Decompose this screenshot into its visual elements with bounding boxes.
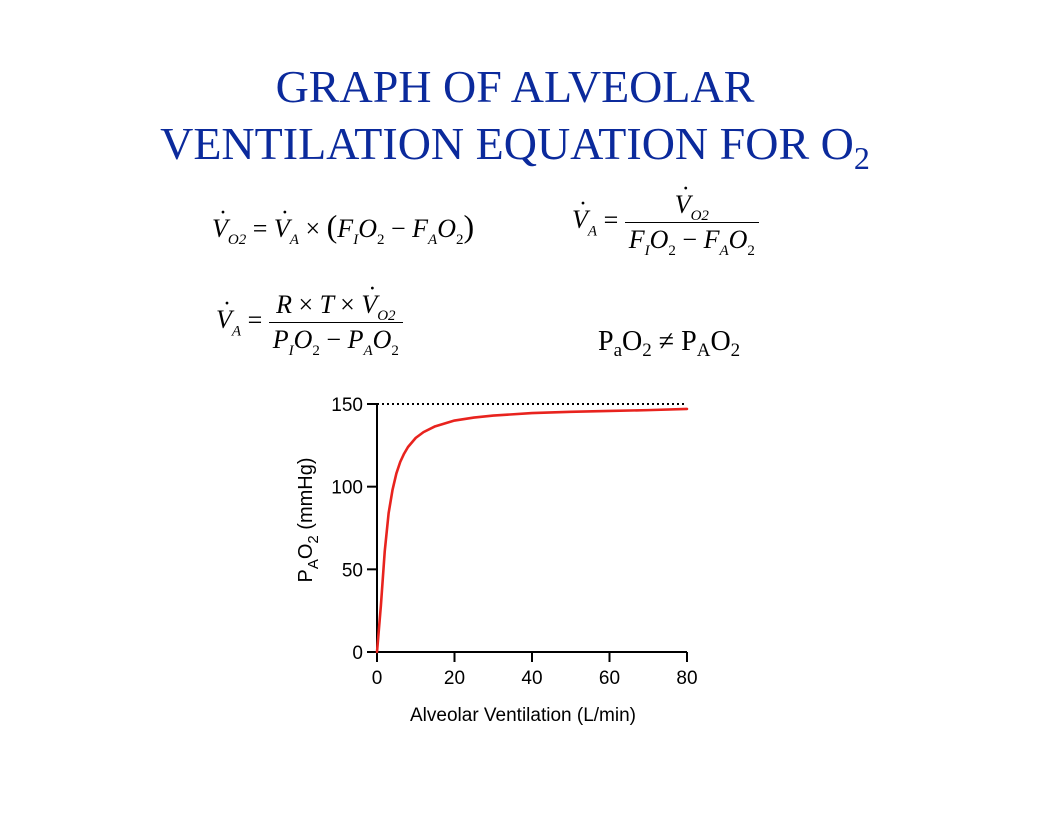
right-paren: ) <box>463 208 475 244</box>
fa-symbol: F <box>703 225 720 254</box>
o2-subscript: 2 <box>455 232 464 248</box>
slide-title: GRAPH OF ALVEOLAR VENTILATION EQUATION F… <box>0 58 1030 174</box>
fa-subscript: A <box>428 232 438 248</box>
pi-symbol: P <box>272 325 289 354</box>
equation-va-fractions: VA = VO2 FIO2 − FAO2 <box>572 176 759 259</box>
title-line-2-text: VENTILATION EQUATION FOR O <box>160 118 854 169</box>
fi-symbol: F <box>337 214 354 243</box>
arterial-subscript: a <box>613 340 623 361</box>
vo2-symbol: V <box>361 276 377 320</box>
o2-symbol: O <box>372 325 392 354</box>
x-tick-label: 60 <box>599 668 620 689</box>
y-label-o: O <box>295 544 317 560</box>
o2-subscript: 2 <box>730 340 741 361</box>
y-label-p: P <box>295 569 317 582</box>
arterial-alveolar-inequality: PaO2 ≠ PAO2 <box>598 326 741 361</box>
denominator: FIO2 − FAO2 <box>625 223 759 259</box>
times-sign: × <box>298 290 314 319</box>
equation-va-pressures: VA = R × T × VO2 PIO2 − PAO2 <box>216 276 403 359</box>
x-tick-label: 80 <box>676 668 697 689</box>
pa-alveolar-symbol: P <box>681 326 697 357</box>
o-symbol: O <box>293 325 313 354</box>
title-line-1: GRAPH OF ALVEOLAR <box>275 61 755 112</box>
fraction: VO2 FIO2 − FAO2 <box>624 176 759 259</box>
times-sign-2: × <box>340 290 355 319</box>
va-subscript: A <box>587 223 598 240</box>
vo2-subscript: O2 <box>377 308 396 324</box>
r-symbol: R <box>276 290 292 319</box>
alveolar-subscript: A <box>696 340 711 361</box>
o2-symbol: O <box>437 214 456 243</box>
o2-symbol: O <box>728 225 748 254</box>
vo2-symbol: V <box>675 176 691 220</box>
y-axis-label: PAO2 (mmHg) <box>295 457 322 582</box>
minus-sign: − <box>390 214 406 243</box>
y-label-p-sub: A <box>305 559 322 569</box>
y-label-o-sub: 2 <box>305 535 322 543</box>
y-tick-label: 50 <box>342 560 363 581</box>
va-symbol: V <box>216 291 232 335</box>
title-subscript: 2 <box>853 140 870 176</box>
vo2-symbol: V <box>212 200 228 244</box>
series-layer <box>375 403 689 654</box>
va-symbol: V <box>572 191 588 235</box>
fa-symbol: F <box>412 214 429 243</box>
y-tick-label: 100 <box>331 478 363 499</box>
equals-sign: = <box>247 305 263 335</box>
pa-arterial-symbol: P <box>598 326 614 357</box>
y-tick-label: 150 <box>331 395 363 416</box>
y-tick-label: 0 <box>352 643 363 664</box>
not-equal-sign: ≠ <box>658 326 675 357</box>
alveolar-po2-chart: 0 20 40 60 80 0 50 100 150 Alveolar Ventilation… <box>295 395 698 726</box>
va-subscript: A <box>231 323 242 340</box>
o-subscript: 2 <box>312 343 320 359</box>
o2-subscript: 2 <box>391 343 399 359</box>
title-line-2: VENTILATION EQUATION FOR O2 <box>0 115 1030 174</box>
chart-axes <box>376 404 687 653</box>
y-label-unit: (mmHg) <box>295 457 317 535</box>
minus-sign: − <box>682 225 698 254</box>
x-tick-label: 0 <box>372 668 383 689</box>
t-symbol: T <box>319 290 334 319</box>
denominator: PIO2 − PAO2 <box>269 323 403 359</box>
x-ticks: 0 20 40 60 80 <box>372 652 698 689</box>
o-subscript: 2 <box>642 340 652 361</box>
x-tick-label: 20 <box>444 668 465 689</box>
pa-subscript: A <box>363 343 373 359</box>
fi-subscript: I <box>644 243 650 259</box>
times-sign: × <box>305 214 321 243</box>
numerator: VO2 <box>624 176 759 224</box>
o-symbol: O <box>358 214 377 243</box>
vo2-subscript: O2 <box>227 232 247 248</box>
numerator: R × T × VO2 <box>268 276 403 324</box>
o-symbol: O <box>622 326 643 357</box>
equation-oxygen-consumption: VO2 = VA × (FIO2 − FAO2) <box>212 200 475 248</box>
fa-subscript: A <box>719 243 729 259</box>
y-ticks: 0 50 100 150 <box>331 395 377 664</box>
va-subscript: A <box>289 232 299 248</box>
fraction: R × T × VO2 PIO2 − PAO2 <box>268 276 403 359</box>
left-paren: ( <box>326 208 338 244</box>
vo2-subscript: O2 <box>690 208 709 224</box>
o-subscript: 2 <box>376 232 385 248</box>
minus-sign: − <box>326 325 342 354</box>
o2-symbol: O <box>710 326 731 357</box>
o-symbol: O <box>649 225 669 254</box>
pi-subscript: I <box>288 343 294 359</box>
va-symbol: V <box>274 200 290 244</box>
equals-sign: = <box>603 205 619 235</box>
o2-subscript: 2 <box>747 243 755 259</box>
fi-symbol: F <box>628 225 645 254</box>
fi-subscript: I <box>353 232 359 248</box>
x-tick-label: 40 <box>521 668 542 689</box>
pa-symbol: P <box>347 325 364 354</box>
po2-curve-line <box>375 407 689 654</box>
x-axis-label: Alveolar Ventilation (L/min) <box>410 705 636 726</box>
o-subscript: 2 <box>668 243 676 259</box>
equals-sign: = <box>252 214 268 243</box>
